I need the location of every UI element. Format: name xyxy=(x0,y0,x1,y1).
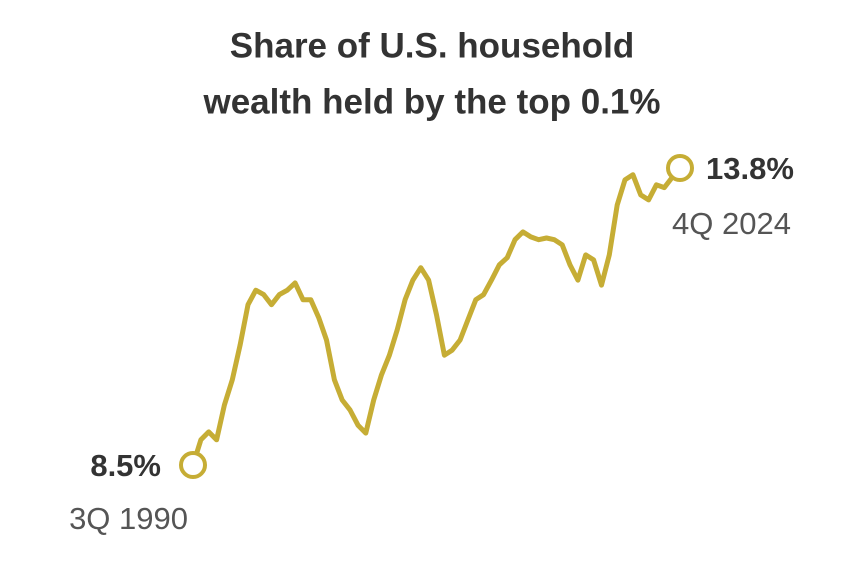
end-marker xyxy=(666,154,694,182)
data-line xyxy=(190,165,683,468)
end-marker xyxy=(179,451,207,479)
chart-title: Share of U.S. household xyxy=(230,26,634,65)
category-label: 4Q 2024 xyxy=(672,206,791,241)
value-label: 8.5% xyxy=(90,448,161,483)
category-label: 3Q 1990 xyxy=(69,501,188,536)
chart-title: wealth held by the top 0.1% xyxy=(202,82,660,121)
value-label: 13.8% xyxy=(706,151,794,186)
